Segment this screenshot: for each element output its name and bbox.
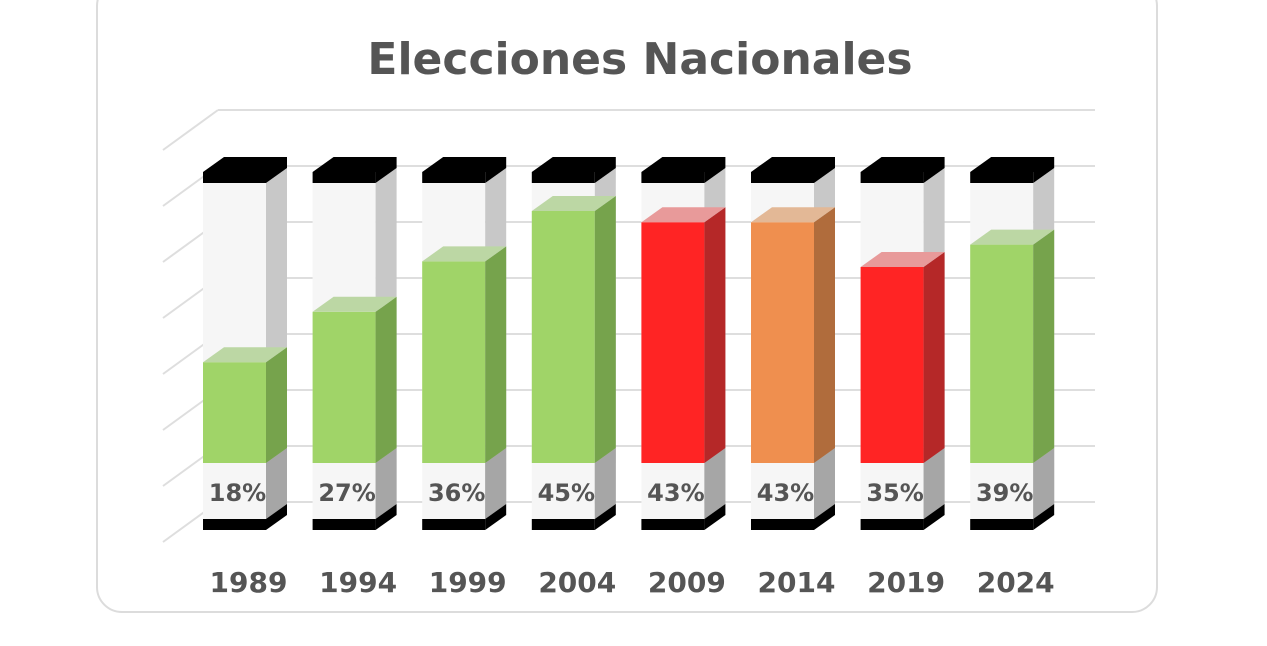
bar-1994: 27% 1994 (312, 157, 397, 599)
bar-cap-bottom-front (531, 519, 595, 530)
bar-value-front (970, 244, 1034, 463)
bar-value-front (203, 362, 266, 463)
bar-base-side (1033, 448, 1055, 519)
bar-cap-top-front (312, 172, 376, 183)
x-tick-label: 2019 (867, 566, 945, 599)
bar-1999: 36% 1999 (422, 157, 507, 599)
bar-cap-top (203, 157, 287, 183)
x-tick-label: 1989 (210, 566, 288, 599)
bar-value-side (375, 296, 397, 463)
bar-cap-bottom-side (594, 504, 616, 530)
bar-value-side (814, 207, 835, 463)
data-label: 43% (647, 479, 704, 507)
bar-cap-bottom-front (641, 519, 705, 530)
data-label: 36% (428, 479, 485, 507)
bar-cap-bottom-front (312, 519, 376, 530)
bar-2014: 43% 2014 (751, 157, 835, 599)
bar-cap-bottom-front (970, 519, 1034, 530)
bar-base-side (485, 448, 507, 519)
bar-cap-bottom-side (923, 504, 945, 530)
x-tick-label: 1999 (429, 566, 507, 599)
bar-cap-bottom-side (485, 504, 507, 530)
bar-cap-top-front (203, 172, 266, 183)
bar-2009: 43% 2009 (641, 157, 726, 599)
bar-2024: 39% 2024 (970, 157, 1055, 599)
bar-value-top (860, 252, 945, 267)
bar-value-top (970, 229, 1055, 245)
bar-value-side (594, 196, 616, 463)
bar-value-top (641, 207, 726, 223)
bar-cap-bottom-side (375, 504, 397, 530)
bar-base-side (923, 448, 945, 519)
data-label: 18% (209, 479, 266, 507)
bar-cap-top-front (422, 172, 486, 183)
data-label: 39% (976, 479, 1033, 507)
bar-base-side (266, 448, 287, 519)
bar-cap-bottom-front (203, 519, 266, 530)
bar-cap-top-front (860, 172, 924, 183)
x-tick-label: 2004 (538, 566, 616, 599)
bar-base-side (375, 448, 397, 519)
bar-base-side (814, 448, 835, 519)
bar-cap-bottom-front (860, 519, 924, 530)
bar-cap-bottom-side (704, 504, 726, 530)
bar-cap-top (531, 157, 616, 183)
bar-1989: 18% 1989 (203, 157, 287, 599)
bar-value-front (312, 311, 376, 463)
bar-value-top (422, 246, 507, 262)
bar-value-top (312, 296, 397, 312)
bar-cap-bottom-side (266, 504, 287, 530)
bar-value-side (923, 252, 945, 463)
bar-value-front (422, 261, 486, 463)
bar-value-top (751, 207, 835, 223)
chart-title: Elecciones Nacionales (367, 34, 912, 85)
bar-cap-top (860, 157, 945, 183)
bar-value-front (751, 222, 814, 463)
bar-cap-bottom-side (814, 504, 835, 530)
x-tick-label: 2024 (977, 566, 1055, 599)
bar-value-front (641, 222, 705, 463)
data-label: 45% (538, 479, 595, 507)
bar-cap-top-front (970, 172, 1034, 183)
x-tick-label: 1994 (319, 566, 397, 599)
bar-value-side (485, 246, 507, 463)
bar-cap-top-front (531, 172, 595, 183)
bar-2004: 45% 2004 (531, 157, 616, 599)
bar-cap-bottom-front (751, 519, 814, 530)
bar-cap-top (641, 157, 726, 183)
bar-cap-top-front (751, 172, 814, 183)
bar-value-front (860, 267, 924, 463)
gridline-depth (162, 109, 219, 151)
bar-2019: 35% 2019 (860, 157, 945, 599)
data-label: 27% (318, 479, 375, 507)
bar-value-side (704, 207, 726, 463)
bar-value-side (1033, 229, 1055, 463)
bar-cap-top (312, 157, 397, 183)
bar-base-side (704, 448, 726, 519)
bar-value-top (531, 196, 616, 211)
bar-cap-top (970, 157, 1055, 183)
bar-cap-bottom-front (422, 519, 486, 530)
x-tick-label: 2014 (758, 566, 836, 599)
bar-cap-top (422, 157, 507, 183)
bar-cap-top (751, 157, 835, 183)
bar-cap-top-front (641, 172, 705, 183)
data-label: 43% (757, 479, 814, 507)
x-tick-label: 2009 (648, 566, 726, 599)
bar-value-front (531, 211, 595, 463)
bar-base-side (594, 448, 616, 519)
data-label: 35% (866, 479, 923, 507)
bar-value-side (266, 347, 287, 463)
bar-cap-bottom-side (1033, 504, 1055, 530)
bar-value-top (203, 347, 287, 363)
